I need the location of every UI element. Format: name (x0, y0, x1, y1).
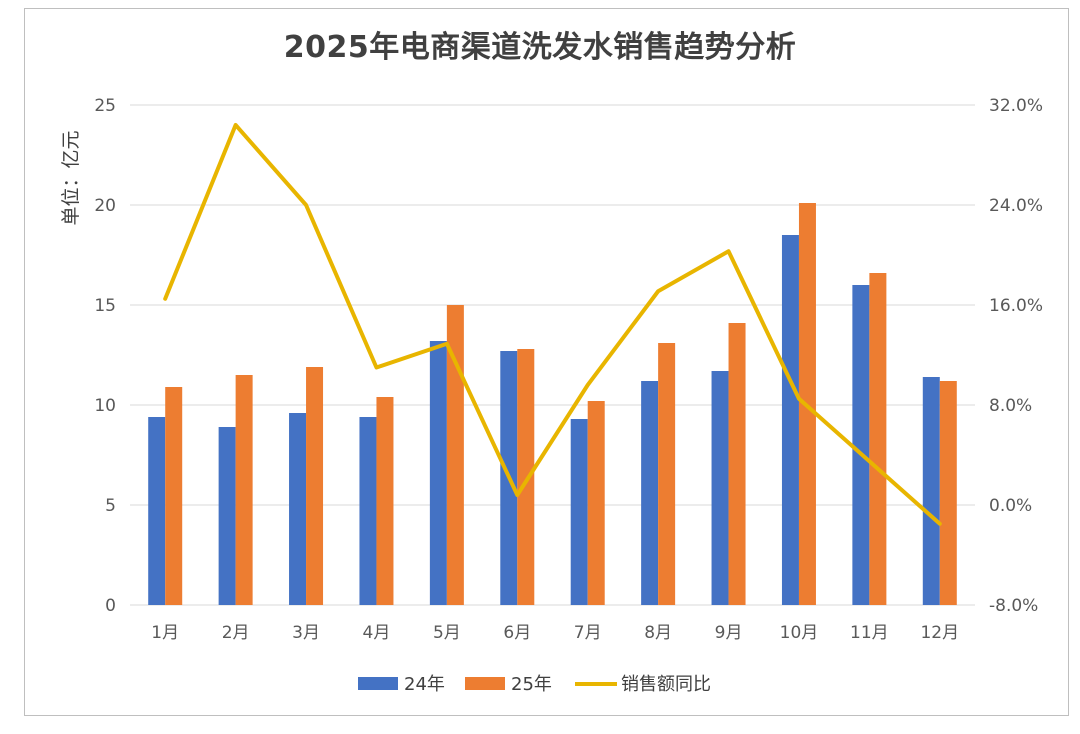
bar-25年 (376, 397, 394, 605)
bar-24年 (781, 235, 799, 605)
line-销售额同比 (163, 123, 942, 526)
x-tick-label: 9月 (715, 623, 743, 643)
bar-25年 (869, 273, 887, 605)
y-left-tick-label: 10 (94, 396, 116, 416)
legend-swatch-24年 (358, 677, 398, 690)
bar-25年 (306, 367, 324, 605)
bar-25年 (728, 323, 746, 605)
y-left-tick-label: 20 (94, 196, 116, 216)
legend-label: 25年 (511, 674, 552, 695)
gridlines (130, 104, 975, 606)
bar-25年 (587, 401, 605, 605)
legend-label: 销售额同比 (621, 674, 711, 695)
bar-24年 (429, 341, 447, 605)
bar-24年 (641, 381, 659, 605)
bar-25年 (939, 381, 957, 605)
x-tick-label: 5月 (433, 623, 461, 643)
bar-25年 (235, 375, 253, 605)
x-tick-label: 12月 (920, 623, 959, 643)
y-left-tick-label: 15 (94, 296, 116, 316)
bar-24年 (289, 413, 307, 605)
y-right-tick-label: 0.0% (989, 496, 1032, 516)
bar-25年 (517, 349, 535, 605)
y-left-tick-label: 0 (105, 596, 116, 616)
bar-25年 (165, 387, 183, 605)
bar-24年 (570, 419, 588, 605)
x-tick-label: 4月 (363, 623, 391, 643)
y-right-tick-label: 32.0% (989, 96, 1043, 116)
bar-25年 (658, 343, 676, 605)
axis-labels: 0 5 10 15 20 25 -8.0% 0.0% 8.0% 16.0% 24.0% 32.0% 1月… (94, 96, 1043, 643)
y-left-tick-label: 5 (105, 496, 116, 516)
x-tick-label: 2月 (222, 623, 250, 643)
bar-24年 (218, 427, 236, 605)
chart-frame (24, 8, 1069, 716)
y-right-tick-label: 24.0% (989, 196, 1043, 216)
bar-24年 (711, 371, 729, 605)
legend-swatch-25年 (465, 677, 505, 690)
x-tick-label: 6月 (503, 623, 531, 643)
bar-25年 (446, 305, 464, 605)
yoy-line-series (163, 123, 942, 526)
y-left-tick-label: 25 (94, 96, 116, 116)
y-right-tick-label: -8.0% (989, 596, 1038, 616)
bar-24年 (359, 417, 377, 605)
x-tick-label: 7月 (574, 623, 602, 643)
bar-24年 (922, 377, 940, 605)
legend: 24年 25年 销售额同比 (358, 674, 711, 695)
x-tick-label: 8月 (644, 623, 672, 643)
bar-series (148, 203, 957, 605)
chart-title: 2025年电商渠道洗发水销售趋势分析 (283, 30, 797, 65)
legend-label: 24年 (404, 674, 445, 695)
y-right-tick-label: 8.0% (989, 396, 1032, 416)
bar-24年 (852, 285, 870, 605)
x-tick-label: 1月 (151, 623, 179, 643)
x-tick-label: 3月 (292, 623, 320, 643)
y-axis-label: 单位：亿元 (60, 130, 82, 225)
y-right-tick-label: 16.0% (989, 296, 1043, 316)
x-tick-label: 10月 (780, 623, 819, 643)
x-tick-label: 11月 (850, 623, 889, 643)
bar-24年 (148, 417, 166, 605)
